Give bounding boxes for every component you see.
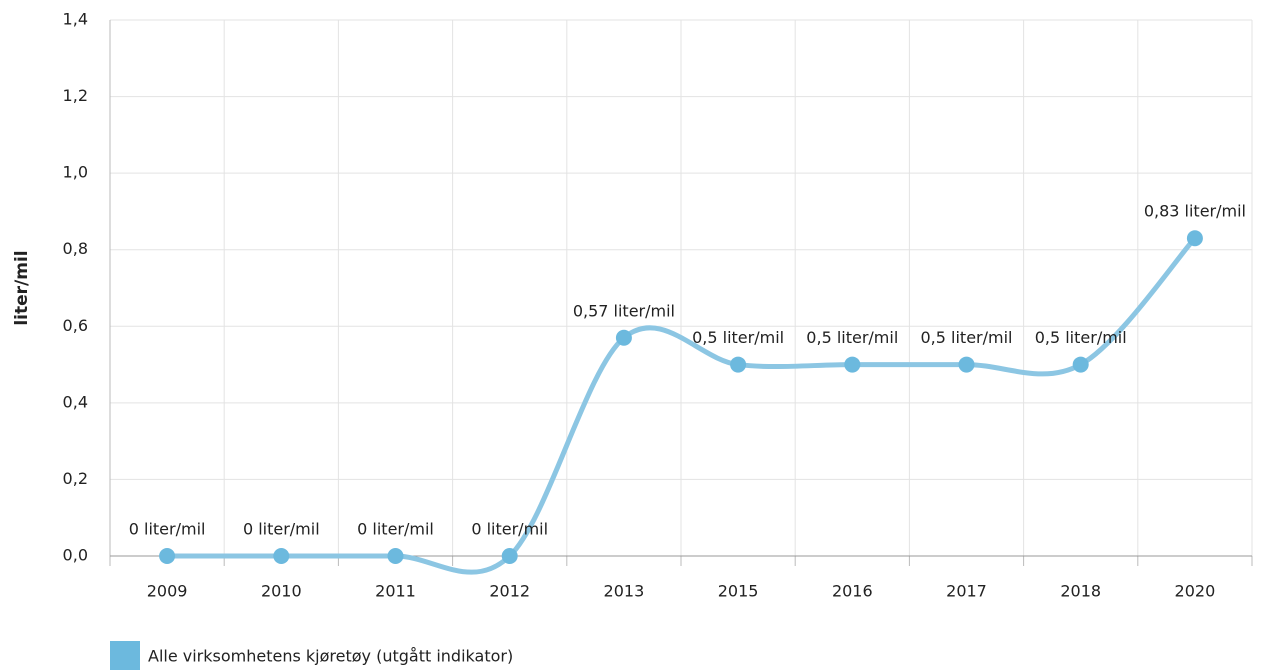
y-tick-label: 1,2 xyxy=(63,86,88,105)
legend-swatch xyxy=(110,641,140,670)
x-tick-label: 2013 xyxy=(604,582,645,601)
x-tick-label: 2020 xyxy=(1175,582,1216,601)
point xyxy=(958,356,975,373)
data-label: 0,5 liter/mil xyxy=(806,328,898,347)
y-tick-label: 0,6 xyxy=(63,316,88,335)
point xyxy=(730,356,747,373)
data-label: 0,5 liter/mil xyxy=(1035,328,1127,347)
point xyxy=(501,548,518,564)
data-label: 0,5 liter/mil xyxy=(921,328,1013,347)
data-label: 0 liter/mil xyxy=(357,520,434,539)
x-tick-label: 2016 xyxy=(832,582,873,601)
x-tick-label: 2010 xyxy=(261,582,302,601)
data-label: 0,83 liter/mil xyxy=(1144,202,1246,221)
legend-label: Alle virksomhetens kjøretøy (utgått indi… xyxy=(148,647,513,666)
y-tick-label: 0,2 xyxy=(63,469,88,488)
y-tick-label: 0,8 xyxy=(63,239,88,258)
x-tick-label: 2009 xyxy=(147,582,188,601)
point xyxy=(1072,356,1089,373)
point xyxy=(844,356,861,373)
x-tick-label: 2011 xyxy=(375,582,416,601)
x-tick-label: 2012 xyxy=(489,582,530,601)
line xyxy=(164,235,1198,575)
x-tick-label: 2018 xyxy=(1060,582,1101,601)
y-tick-label: 1,0 xyxy=(63,163,88,182)
y-tick-label: 0,0 xyxy=(63,546,88,565)
data-label: 0 liter/mil xyxy=(471,520,548,539)
data-label: 0,57 liter/mil xyxy=(573,301,675,320)
y-tick-label: 0,4 xyxy=(63,392,88,411)
data-label: 0 liter/mil xyxy=(129,520,206,539)
x-tick-label: 2015 xyxy=(718,582,759,601)
point xyxy=(273,548,290,564)
point xyxy=(387,548,404,564)
data-label: 0 liter/mil xyxy=(243,520,320,539)
point xyxy=(1186,230,1203,247)
data-label: 0,5 liter/mil xyxy=(692,328,784,347)
point xyxy=(615,329,632,346)
y-axis-label: liter/mil xyxy=(12,250,32,325)
x-tick-label: 2017 xyxy=(946,582,987,601)
point xyxy=(159,548,176,564)
y-tick-label: 1,4 xyxy=(63,10,88,29)
